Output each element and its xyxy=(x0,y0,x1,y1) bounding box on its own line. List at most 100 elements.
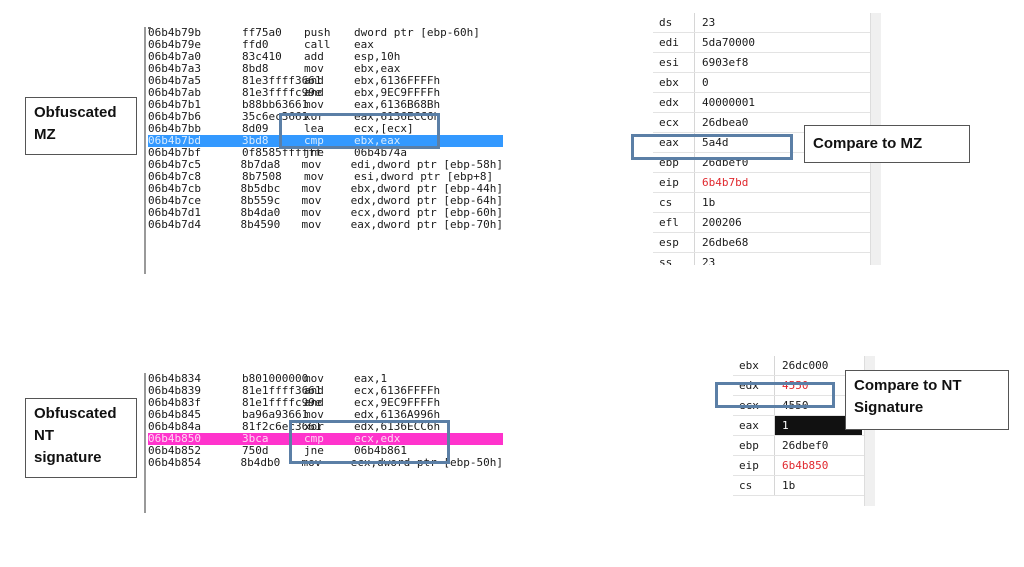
register-value: 5da70000 xyxy=(702,36,755,49)
disasm-bytes: 8b559c xyxy=(240,194,281,207)
disasm-row[interactable]: 06b4b7a3 8bd8 mov ebx,eax xyxy=(148,63,503,75)
disasm-bytes: ffd0 xyxy=(242,38,269,51)
register-value: 26dc000 xyxy=(782,359,829,372)
disasm-row[interactable]: 06b4b852 750d jne 06b4b861 xyxy=(148,445,503,457)
register-name: eax xyxy=(733,416,775,435)
register-row-edx[interactable]: edx 40000001 xyxy=(653,93,881,113)
disasm-bytes: 8bd8 xyxy=(242,62,269,75)
register-row-eax[interactable]: eax 5a4d xyxy=(653,133,881,153)
disasm-bytes: 81e1ffffc99e xyxy=(242,396,322,409)
register-value: 0 xyxy=(702,76,709,89)
disasm-address: 06b4b7a0 xyxy=(148,50,201,63)
register-row-ds[interactable]: ds 23 xyxy=(653,13,881,33)
disasm-mnemonic: mov xyxy=(301,206,322,219)
disasm-operands: eax,6136B68Bh xyxy=(354,98,441,111)
disasm-operands: ebx,dword ptr [ebp-44h] xyxy=(350,182,503,195)
disasm-operands: 06b4b74a xyxy=(354,146,407,159)
label-line: Compare to NT xyxy=(854,377,962,394)
register-row-eip[interactable]: eip 6b4b7bd xyxy=(653,173,881,193)
disasm-address: 06b4b854 xyxy=(148,456,201,469)
disasm-bytes: ff75a0 xyxy=(242,27,282,39)
disasm-address: 06b4b7bf xyxy=(148,146,201,159)
register-name: edi xyxy=(653,33,695,52)
disasm-row[interactable]: 06b4b7d4 8b4590 mov eax,dword ptr [ebp-70h] xyxy=(148,219,503,231)
disasm-address: 06b4b7d1 xyxy=(148,206,201,219)
disasm-mnemonic: call xyxy=(304,38,331,51)
register-row-cs[interactable]: cs 1b xyxy=(653,193,881,213)
disasm-row[interactable]: 06b4b79e ffd0 call eax xyxy=(148,39,503,51)
register-row-ecx[interactable]: ecx 26dbea0 xyxy=(653,113,881,133)
disasm-row[interactable]: 06b4b7bd 3bd8 cmp ebx,eax xyxy=(148,135,503,147)
label-line: Signature xyxy=(854,399,924,416)
disasm-mnemonic: mov xyxy=(304,170,324,183)
disasm-row[interactable]: 06b4b7ab 81e3ffffc99e and ebx,9EC9FFFFh xyxy=(148,87,503,99)
disassembly-panel-bottom: 06b4b834 b801000000 mov eax,1 06b4b839 81e1ff… xyxy=(144,373,503,513)
register-row-efl[interactable]: efl 200206 xyxy=(653,213,881,233)
disasm-row[interactable]: 06b4b79b ff75a0 push dword ptr [ebp-60h] xyxy=(148,27,503,39)
disasm-bytes: 8b4590 xyxy=(240,218,281,231)
disasm-address: 06b4b839 xyxy=(148,384,201,397)
register-row-esi[interactable]: esi 6903ef8 xyxy=(653,53,881,73)
disasm-mnemonic: cmp xyxy=(304,432,324,445)
disasm-row[interactable]: 06b4b7cb 8b5dbc mov ebx,dword ptr [ebp-44h] xyxy=(148,183,503,195)
disasm-row[interactable]: 06b4b7d1 8b4da0 mov ecx,dword ptr [ebp-60h] xyxy=(148,207,503,219)
register-name: esp xyxy=(653,233,695,252)
register-row-edi[interactable]: edi 5da70000 xyxy=(653,33,881,53)
disasm-operands: edx,6136ECC6h xyxy=(354,420,441,433)
disasm-row[interactable]: 06b4b83f 81e1ffffc99e and ecx,9EC9FFFFh xyxy=(148,397,503,409)
disasm-row[interactable]: 06b4b7bb 8d09 lea ecx,[ecx] xyxy=(148,123,503,135)
disasm-row[interactable]: 06b4b7bf 0f8585ffffff jne 06b4b74a xyxy=(148,147,503,159)
disasm-address: 06b4b7a5 xyxy=(148,74,201,87)
disasm-operands: eax,1 xyxy=(354,373,388,385)
disasm-bytes: 81e3ffff3661 xyxy=(242,74,322,87)
label-compare-nt: Compare to NT Signature xyxy=(845,370,1009,430)
disasm-mnemonic: mov xyxy=(301,158,322,171)
register-row-esp[interactable]: esp 26dbe68 xyxy=(653,233,881,253)
disasm-row[interactable]: 06b4b7c5 8b7da8 mov edi,dword ptr [ebp-58h] xyxy=(148,159,503,171)
disasm-mnemonic: add xyxy=(304,50,324,63)
disasm-address: 06b4b7cb xyxy=(148,182,201,195)
register-row-ebp[interactable]: ebp 26dbef0 xyxy=(733,436,875,456)
register-row-ebx[interactable]: ebx 0 xyxy=(653,73,881,93)
register-row-eax[interactable]: eax 1 xyxy=(733,416,875,436)
disasm-operands: ebx,9EC9FFFFh xyxy=(354,86,441,99)
disasm-row[interactable]: 06b4b7b1 b88bb63661 mov eax,6136B68Bh xyxy=(148,99,503,111)
register-name: ebx xyxy=(733,356,775,375)
register-row-ebx[interactable]: ebx 26dc000 xyxy=(733,356,875,376)
disasm-row[interactable]: 06b4b834 b801000000 mov eax,1 xyxy=(148,373,503,385)
disasm-bytes: 81e3ffffc99e xyxy=(242,86,322,99)
disasm-bytes: 81f2c6ec3661 xyxy=(242,420,322,433)
disasm-mnemonic: and xyxy=(304,74,324,87)
disasm-mnemonic: push xyxy=(304,27,331,39)
disasm-row[interactable]: 06b4b7a5 81e3ffff3661 and ebx,6136FFFFh xyxy=(148,75,503,87)
register-name: ebp xyxy=(733,436,775,455)
register-value: 200206 xyxy=(702,216,742,229)
disasm-address: 06b4b845 xyxy=(148,408,201,421)
disasm-row[interactable]: 06b4b850 3bca cmp ecx,edx xyxy=(148,433,503,445)
disasm-row[interactable]: 06b4b7c8 8b7508 mov esi,dword ptr [ebp+8] xyxy=(148,171,503,183)
disasm-address: 06b4b7bb xyxy=(148,122,201,135)
disasm-operands: esi,dword ptr [ebp+8] xyxy=(354,170,494,183)
register-value: 6903ef8 xyxy=(702,56,749,69)
disasm-mnemonic: and xyxy=(304,86,324,99)
register-row-eip[interactable]: eip 6b4b850 xyxy=(733,456,875,476)
scrollbar[interactable] xyxy=(864,356,875,506)
register-row-cs[interactable]: cs 1b xyxy=(733,476,875,496)
disasm-mnemonic: cmp xyxy=(304,134,324,147)
disasm-bytes: b88bb63661 xyxy=(242,98,309,111)
disasm-row[interactable]: 06b4b839 81e1ffff3661 and ecx,6136FFFFh xyxy=(148,385,503,397)
disasm-operands: edx,6136A996h xyxy=(354,408,441,421)
register-row-ss[interactable]: ss 23 xyxy=(653,253,881,265)
highlight-box-eax-top xyxy=(631,134,793,160)
disasm-operands: esp,10h xyxy=(354,50,401,63)
disasm-row[interactable]: 06b4b845 ba96a93661 mov edx,6136A996h xyxy=(148,409,503,421)
disasm-row[interactable]: 06b4b7a0 83c410 add esp,10h xyxy=(148,51,503,63)
disasm-row[interactable]: 06b4b7ce 8b559c mov edx,dword ptr [ebp-64h] xyxy=(148,195,503,207)
label-line: Obfuscated xyxy=(34,405,117,422)
disasm-bytes: 8d09 xyxy=(242,122,269,135)
disasm-row[interactable]: 06b4b84a 81f2c6ec3661 xor edx,6136ECC6h xyxy=(148,421,503,433)
disasm-address: 06b4b7b6 xyxy=(148,110,201,123)
disasm-mnemonic: lea xyxy=(304,122,324,135)
label-obfuscated-mz: Obfuscated MZ xyxy=(25,97,137,155)
disasm-operands: ecx,[ecx] xyxy=(354,122,414,135)
